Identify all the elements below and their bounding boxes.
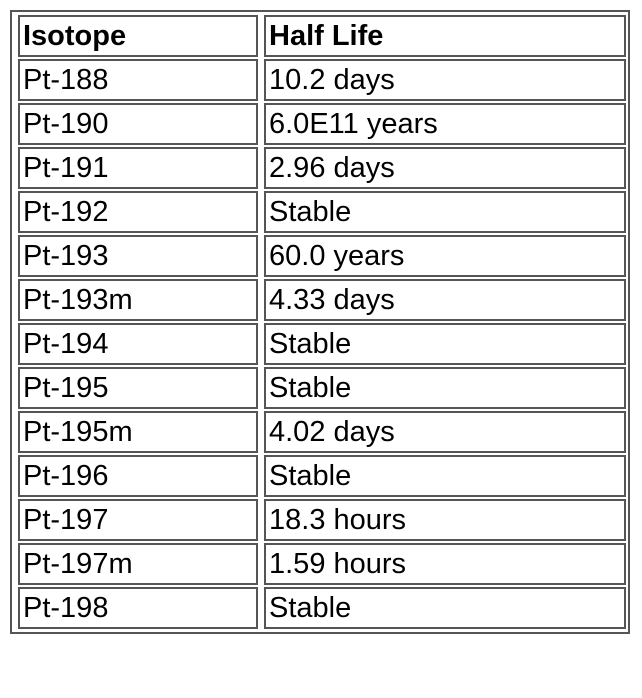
- isotope-cell: Pt-198: [18, 587, 258, 629]
- table-row: Pt-196 Stable: [18, 455, 626, 497]
- half-life-cell: 60.0 years: [264, 235, 626, 277]
- isotope-cell: Pt-197: [18, 499, 258, 541]
- half-life-cell: Stable: [264, 455, 626, 497]
- half-life-cell: 6.0E11 years: [264, 103, 626, 145]
- half-life-cell: Stable: [264, 367, 626, 409]
- isotope-cell: Pt-191: [18, 147, 258, 189]
- table-row: Pt-195 Stable: [18, 367, 626, 409]
- table-row: Pt-194 Stable: [18, 323, 626, 365]
- half-life-cell: 10.2 days: [264, 59, 626, 101]
- isotope-half-life-table: Isotope Half Life Pt-188 10.2 days Pt-19…: [12, 13, 632, 631]
- isotope-cell: Pt-192: [18, 191, 258, 233]
- half-life-cell: 4.02 days: [264, 411, 626, 453]
- isotope-cell: Pt-195: [18, 367, 258, 409]
- half-life-cell: Stable: [264, 191, 626, 233]
- isotope-cell: Pt-188: [18, 59, 258, 101]
- isotope-cell: Pt-195m: [18, 411, 258, 453]
- half-life-cell: 18.3 hours: [264, 499, 626, 541]
- table-header-row: Isotope Half Life: [18, 15, 626, 57]
- half-life-cell: Stable: [264, 587, 626, 629]
- isotope-cell: Pt-190: [18, 103, 258, 145]
- table-row: Pt-193 60.0 years: [18, 235, 626, 277]
- table-row: Pt-195m 4.02 days: [18, 411, 626, 453]
- half-life-cell: 2.96 days: [264, 147, 626, 189]
- isotope-cell: Pt-194: [18, 323, 258, 365]
- isotope-cell: Pt-193m: [18, 279, 258, 321]
- isotope-table-frame: Isotope Half Life Pt-188 10.2 days Pt-19…: [10, 10, 630, 634]
- half-life-cell: Stable: [264, 323, 626, 365]
- table-row: Pt-192 Stable: [18, 191, 626, 233]
- table-row: Pt-197m 1.59 hours: [18, 543, 626, 585]
- isotope-cell: Pt-197m: [18, 543, 258, 585]
- isotope-cell: Pt-193: [18, 235, 258, 277]
- column-header-half-life: Half Life: [264, 15, 626, 57]
- table-row: Pt-197 18.3 hours: [18, 499, 626, 541]
- table-row: Pt-188 10.2 days: [18, 59, 626, 101]
- table-row: Pt-191 2.96 days: [18, 147, 626, 189]
- half-life-cell: 4.33 days: [264, 279, 626, 321]
- half-life-cell: 1.59 hours: [264, 543, 626, 585]
- isotope-cell: Pt-196: [18, 455, 258, 497]
- table-row: Pt-198 Stable: [18, 587, 626, 629]
- column-header-isotope: Isotope: [18, 15, 258, 57]
- table-row: Pt-190 6.0E11 years: [18, 103, 626, 145]
- table-row: Pt-193m 4.33 days: [18, 279, 626, 321]
